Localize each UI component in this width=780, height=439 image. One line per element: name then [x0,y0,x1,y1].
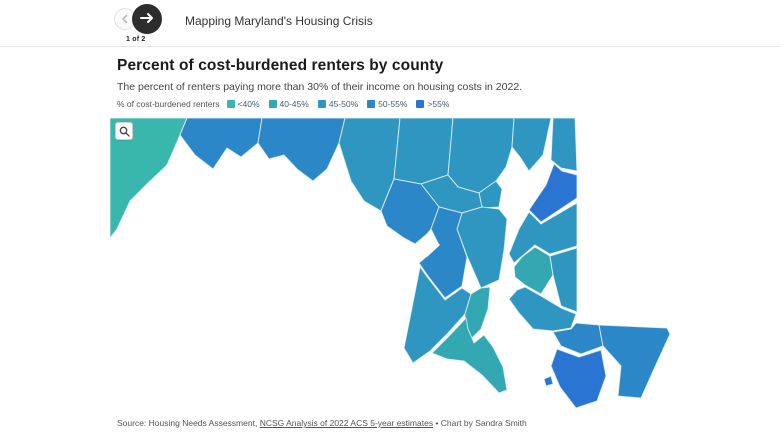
legend-item-label: >55% [427,99,450,109]
county-kent[interactable] [528,163,578,223]
legend-items: <40% 40-45% 45-50% 50-55% >55% [226,99,459,109]
county-anne-arundel[interactable] [456,206,508,289]
legend-item-label: 40-45% [279,99,309,109]
legend-item: >55% [416,99,449,109]
legend-swatch [317,100,326,108]
county-queen-annes[interactable] [508,202,578,264]
county-charles[interactable] [403,266,472,364]
county-cecil[interactable] [550,117,578,172]
source-prefix: Source: Housing Needs Assessment, [117,418,260,428]
dc-cutout [416,233,440,257]
county-st-marys[interactable] [431,317,508,394]
legend-swatch [367,100,376,108]
magnifier-icon [119,126,130,137]
legend-item-label: 45-50% [328,99,359,109]
legend-item-label: <40% [237,99,260,109]
chart-title: Percent of cost-burdened renters by coun… [117,57,444,74]
source-link[interactable]: NCSG Analysis of 2022 ACS 5-year estimat… [259,418,434,428]
county-allegany[interactable] [179,117,263,170]
arrow-left-icon [120,12,130,27]
legend-swatch [226,100,235,108]
legend-item: 45-50% [317,99,359,109]
county-calvert[interactable] [464,286,491,340]
county-somerset-island[interactable] [543,375,554,387]
county-baltimore-county[interactable] [447,117,515,194]
map-zoom-button[interactable] [115,122,133,140]
legend-swatch [268,100,277,108]
source-line: Source: Housing Needs Assessment, NCSG A… [117,418,527,428]
legend-item: <40% [226,99,260,109]
county-somerset[interactable] [550,348,607,409]
county-caroline[interactable] [549,247,578,313]
county-carroll[interactable] [393,117,454,185]
county-harford[interactable] [511,117,552,172]
maryland-choropleth-map [110,117,685,412]
county-washington[interactable] [257,117,346,182]
next-slide-button[interactable] [132,4,162,34]
county-worcester[interactable] [598,324,671,399]
legend-item: 50-55% [367,99,407,109]
legend-item: 40-45% [268,99,309,109]
county-montgomery[interactable] [380,178,440,245]
story-header: 1 of 2 Mapping Maryland's Housing Crisis [0,0,780,47]
legend-label: % of cost-burdened renters [117,99,220,109]
story-title: Mapping Maryland's Housing Crisis [185,14,373,28]
slide-pager: 1 of 2 [126,36,146,43]
chart-credit: Chart by Sandra Smith [440,418,527,428]
source-separator: • [433,418,441,428]
chart-subtitle: The percent of renters paying more than … [117,81,523,93]
legend-item-label: 50-55% [378,99,408,109]
county-dorchester[interactable] [508,286,577,332]
map-svg [110,117,671,409]
legend-swatch [416,100,425,108]
legend: % of cost-burdened renters <40% 40-45% 45-… [117,99,458,109]
arrow-right-icon [140,12,154,27]
